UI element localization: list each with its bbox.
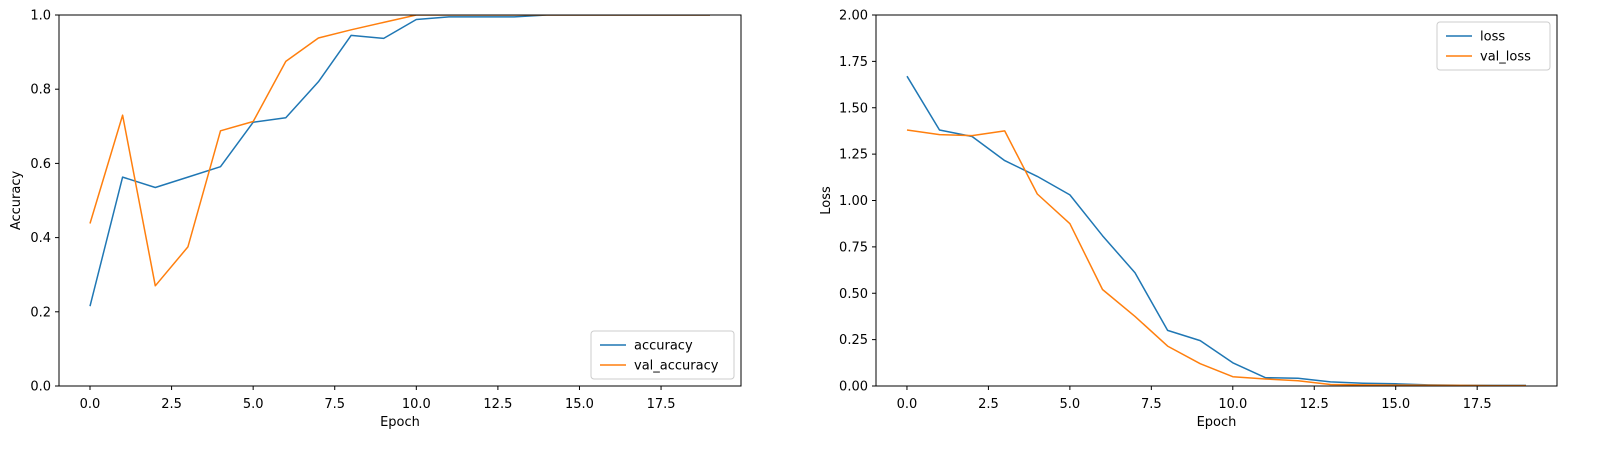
legend-label-val-accuracy: val_accuracy [634,359,719,374]
plot-frame [58,14,742,387]
legend-label-val-loss: val_loss [1480,50,1531,65]
y-tick-label: 0.6 [30,157,51,172]
x-axis-label: Epoch [1197,415,1237,430]
y-tick-label: 0.0 [30,380,51,395]
x-tick-label: 15.0 [1381,397,1410,412]
chart-panel-1: 0.0 2.5 5.0 7.5 10.0 12.5 15.0 17.5 0.0 0.2 0.4 0.6… [9,9,742,430]
x-tick-label: 12.5 [483,397,512,412]
series-line-loss [906,75,1526,386]
legend-box [1436,21,1551,71]
y-tick-label: 0.2 [30,305,51,320]
y-tick-label: 0.00 [839,380,868,395]
series-line-accuracy [89,15,710,307]
plot-frame [875,14,1558,387]
y-tick-label: 1.50 [839,101,868,116]
x-tick-label: 7.5 [324,397,345,412]
legend-box [590,330,735,380]
x-tick-label: 5.0 [1060,397,1081,412]
y-tick-label: 0.50 [839,287,868,302]
x-axis-label: Epoch [380,415,420,430]
y-tick-label: 1.25 [839,148,868,163]
x-tick-label: 17.5 [1463,397,1492,412]
x-tick-label: 10.0 [1218,397,1247,412]
series-line-val-loss [906,129,1526,386]
x-tick-label: 5.0 [243,397,264,412]
chart-panel-2: 0.0 2.5 5.0 7.5 10.0 12.5 15.0 17.5 0.00 0.25 0.50… [819,9,1558,430]
y-tick-label: 1.0 [30,9,51,24]
x-tick-label: 2.5 [978,397,999,412]
y-tick-label: 0.8 [30,83,51,98]
legend: accuracy val_accuracy [590,330,735,380]
y-axis-label: Accuracy [9,171,24,231]
x-tick-label: 10.0 [402,397,431,412]
y-tick-label: 0.4 [30,231,51,246]
y-tick-label: 0.25 [839,333,868,348]
x-tick-label: 12.5 [1300,397,1329,412]
y-tick-label: 1.75 [839,55,868,70]
x-tick-label: 2.5 [161,397,182,412]
x-tick-label: 7.5 [1141,397,1162,412]
y-tick-label: 0.75 [839,240,868,255]
legend-label-loss: loss [1480,30,1505,45]
x-tick-label: 0.0 [80,397,101,412]
legend-label-accuracy: accuracy [634,339,693,354]
x-tick-label: 17.5 [647,397,676,412]
series-line-val-accuracy [89,15,710,287]
y-axis-label: Loss [819,186,834,215]
y-tick-label: 1.00 [839,194,868,209]
x-tick-label: 15.0 [565,397,594,412]
y-tick-label: 2.00 [839,9,868,24]
legend: loss val_loss [1436,21,1551,71]
x-tick-label: 0.0 [897,397,918,412]
